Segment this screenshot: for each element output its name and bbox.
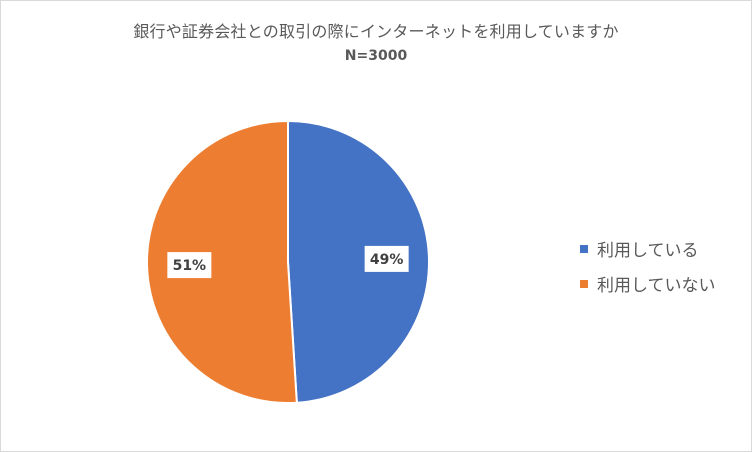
legend-swatch-not-using	[580, 279, 588, 288]
chart-legend: 利用している 利用していない	[580, 231, 716, 301]
data-label-using: 49%	[364, 245, 409, 272]
data-label-not-using-box	[167, 252, 212, 279]
data-label-not-using-text: 51%	[173, 258, 207, 274]
pie-slices	[146, 119, 430, 404]
legend-label-using: 利用している	[597, 241, 699, 261]
data-label-using-box	[364, 245, 409, 272]
chart-title: 銀行や証券会社との取引の際にインターネットを利用していますか	[133, 22, 619, 41]
pie-slice-not-using	[146, 119, 298, 404]
legend-item-not-using: 利用していない	[580, 266, 716, 301]
legend-label-not-using: 利用していない	[597, 276, 716, 296]
pie-slice-using	[287, 119, 430, 404]
pie-data-labels: 49% 51%	[167, 245, 409, 279]
legend-swatch-using	[580, 244, 588, 253]
data-label-not-using: 51%	[167, 252, 212, 279]
chart-subtitle: N=3000	[344, 48, 408, 64]
legend-item-using: 利用している	[580, 231, 716, 266]
data-label-using-text: 49%	[370, 252, 404, 268]
